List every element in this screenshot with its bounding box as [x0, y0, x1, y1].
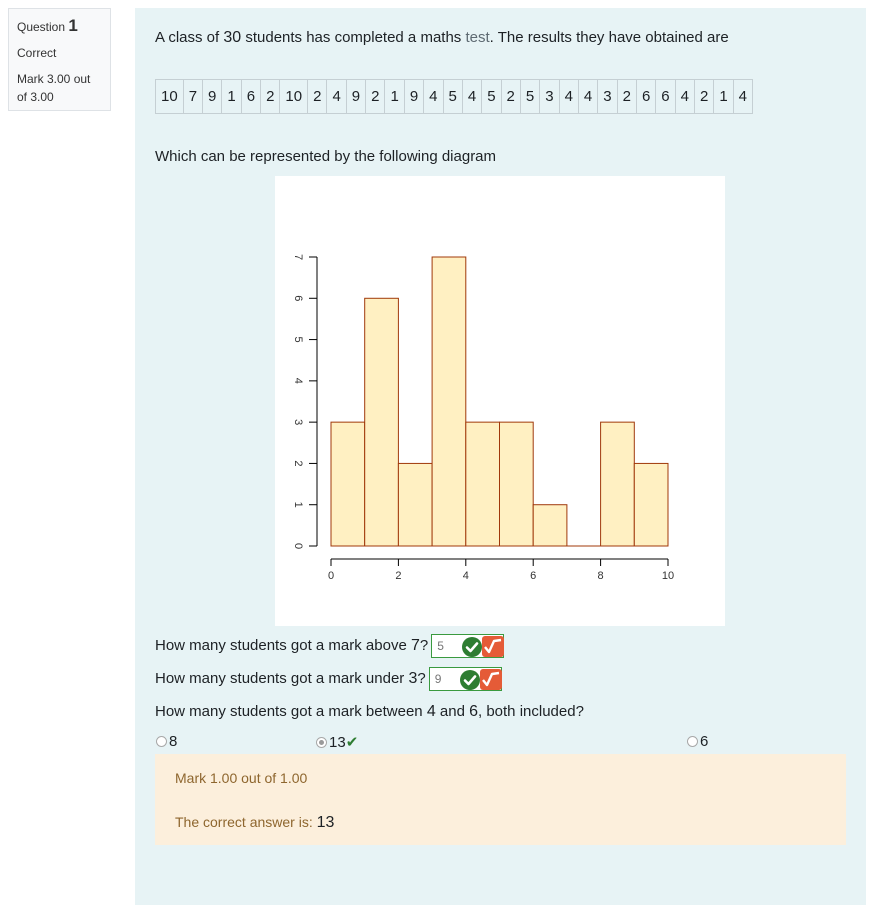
feedback-mark: Mark 1.00 out of 1.00: [175, 770, 308, 786]
result-cell: 4: [423, 79, 444, 114]
result-cell: 2: [693, 79, 715, 114]
histogram-plot: 0 1 2 3 4 5 6 7 0 2 4 6 8 10: [275, 176, 725, 626]
y-tick-label: 0: [292, 543, 304, 549]
histogram-bar: [633, 462, 669, 547]
result-cell: 6: [635, 79, 657, 114]
y-tick-label: 4: [292, 378, 304, 384]
correct-check-icon: [462, 637, 483, 657]
result-cell: 9: [403, 79, 425, 114]
feedback-icon[interactable]: [479, 669, 502, 690]
result-cell: 5: [519, 79, 541, 114]
result-cell: 4: [461, 79, 483, 114]
subquestion-2: How many students got a mark under 3? 9: [155, 667, 502, 691]
radio-button-selected[interactable]: [316, 737, 327, 748]
x-tick-label: 4: [463, 570, 469, 582]
result-cell: 9: [202, 79, 223, 114]
result-cell: 1: [713, 79, 734, 114]
result-cell: 4: [732, 79, 754, 114]
histogram-bar: [330, 421, 366, 547]
result-cell: 4: [326, 79, 347, 114]
histogram-bar: [465, 421, 501, 547]
question-intro: A class of 30 students has completed a m…: [155, 29, 729, 46]
result-cell: 4: [674, 79, 695, 114]
y-tick-label: 1: [292, 502, 304, 508]
result-cell: 2: [260, 79, 281, 114]
result-cell: 1: [384, 79, 405, 114]
y-tick-label: 7: [292, 254, 304, 260]
results-table: 10 7 9 1 6 2 10 2 4 9 2 1 9 4 5 4 5 2 5 3 4 4 3 2 6 6 4 2 1 4: [155, 79, 754, 114]
y-tick-label: 5: [292, 337, 304, 343]
subquestion-3: How many students got a mark between 4 a…: [155, 703, 584, 720]
result-cell: 5: [442, 79, 463, 114]
result-cell: 2: [307, 79, 328, 114]
result-cell: 2: [500, 79, 521, 114]
subquestion-1: How many students got a mark above 7? 5: [155, 634, 505, 658]
question-word: Question: [17, 20, 66, 34]
result-cell: 10: [155, 79, 184, 114]
result-cell: 2: [616, 79, 637, 114]
x-tick-label: 6: [530, 570, 536, 582]
correct-check-icon: ✔: [345, 734, 359, 751]
result-cell: 4: [558, 79, 579, 114]
result-cell: 7: [182, 79, 204, 114]
option-8[interactable]: 8: [156, 733, 177, 750]
answer-value: 9: [434, 672, 442, 686]
glossary-link-test[interactable]: test: [465, 29, 490, 46]
feedback-icon[interactable]: [482, 636, 505, 657]
correct-answer-text: The correct answer is: 13: [175, 814, 335, 831]
correct-check-icon: [459, 670, 480, 690]
result-cell: 3: [597, 79, 618, 114]
feedback-panel: Mark 1.00 out of 1.00 The correct answer…: [155, 754, 846, 845]
question-info-panel: Question 1 Correct Mark 3.00 out of 3.00: [8, 8, 111, 111]
option-13[interactable]: 13✔: [316, 733, 358, 751]
histogram-bar: [397, 462, 433, 547]
question-state: Correct: [17, 46, 57, 60]
question-grade: Mark 3.00 out of 3.00: [17, 72, 91, 104]
result-cell: 5: [481, 79, 502, 114]
result-cell: 10: [279, 79, 309, 114]
diagram-caption: Which can be represented by the followin…: [155, 148, 497, 165]
result-cell: 6: [655, 79, 676, 114]
histogram-bar: [532, 504, 568, 547]
result-cell: 2: [365, 79, 386, 114]
question-content: A class of 30 students has completed a m…: [135, 8, 866, 905]
answer-field-above-7[interactable]: 5: [431, 634, 505, 658]
histogram-chart: 0 1 2 3 4 5 6 7 0 2 4 6 8 10: [292, 254, 674, 582]
radio-button[interactable]: [156, 736, 167, 747]
x-tick-label: 10: [662, 570, 674, 582]
y-tick-label: 3: [292, 419, 304, 425]
histogram-bar: [364, 297, 399, 547]
y-tick-label: 2: [292, 460, 304, 466]
answer-value: 5: [437, 639, 444, 653]
answer-field-under-3[interactable]: 9: [428, 667, 502, 691]
question-number-value: 1: [68, 16, 78, 35]
result-cell: 1: [221, 79, 242, 114]
radio-button[interactable]: [687, 736, 698, 747]
option-6[interactable]: 6: [687, 733, 708, 750]
result-cell: 3: [539, 79, 560, 114]
y-tick-label: 6: [292, 295, 304, 301]
x-tick-label: 0: [328, 570, 334, 582]
results-row: 10 7 9 1 6 2 10 2 4 9 2 1 9 4 5 4 5 2 5 3 4 4 3 2 6 6 4 2 1 4: [155, 79, 754, 114]
histogram-bar: [499, 421, 534, 547]
x-tick-label: 2: [395, 570, 401, 582]
result-cell: 6: [240, 79, 262, 114]
histogram-bar: [600, 421, 635, 547]
question-number: Question 1: [17, 16, 102, 36]
result-cell: 4: [577, 79, 599, 114]
x-tick-label: 8: [598, 570, 604, 582]
result-cell: 9: [345, 79, 367, 114]
histogram-bar: [431, 256, 467, 547]
